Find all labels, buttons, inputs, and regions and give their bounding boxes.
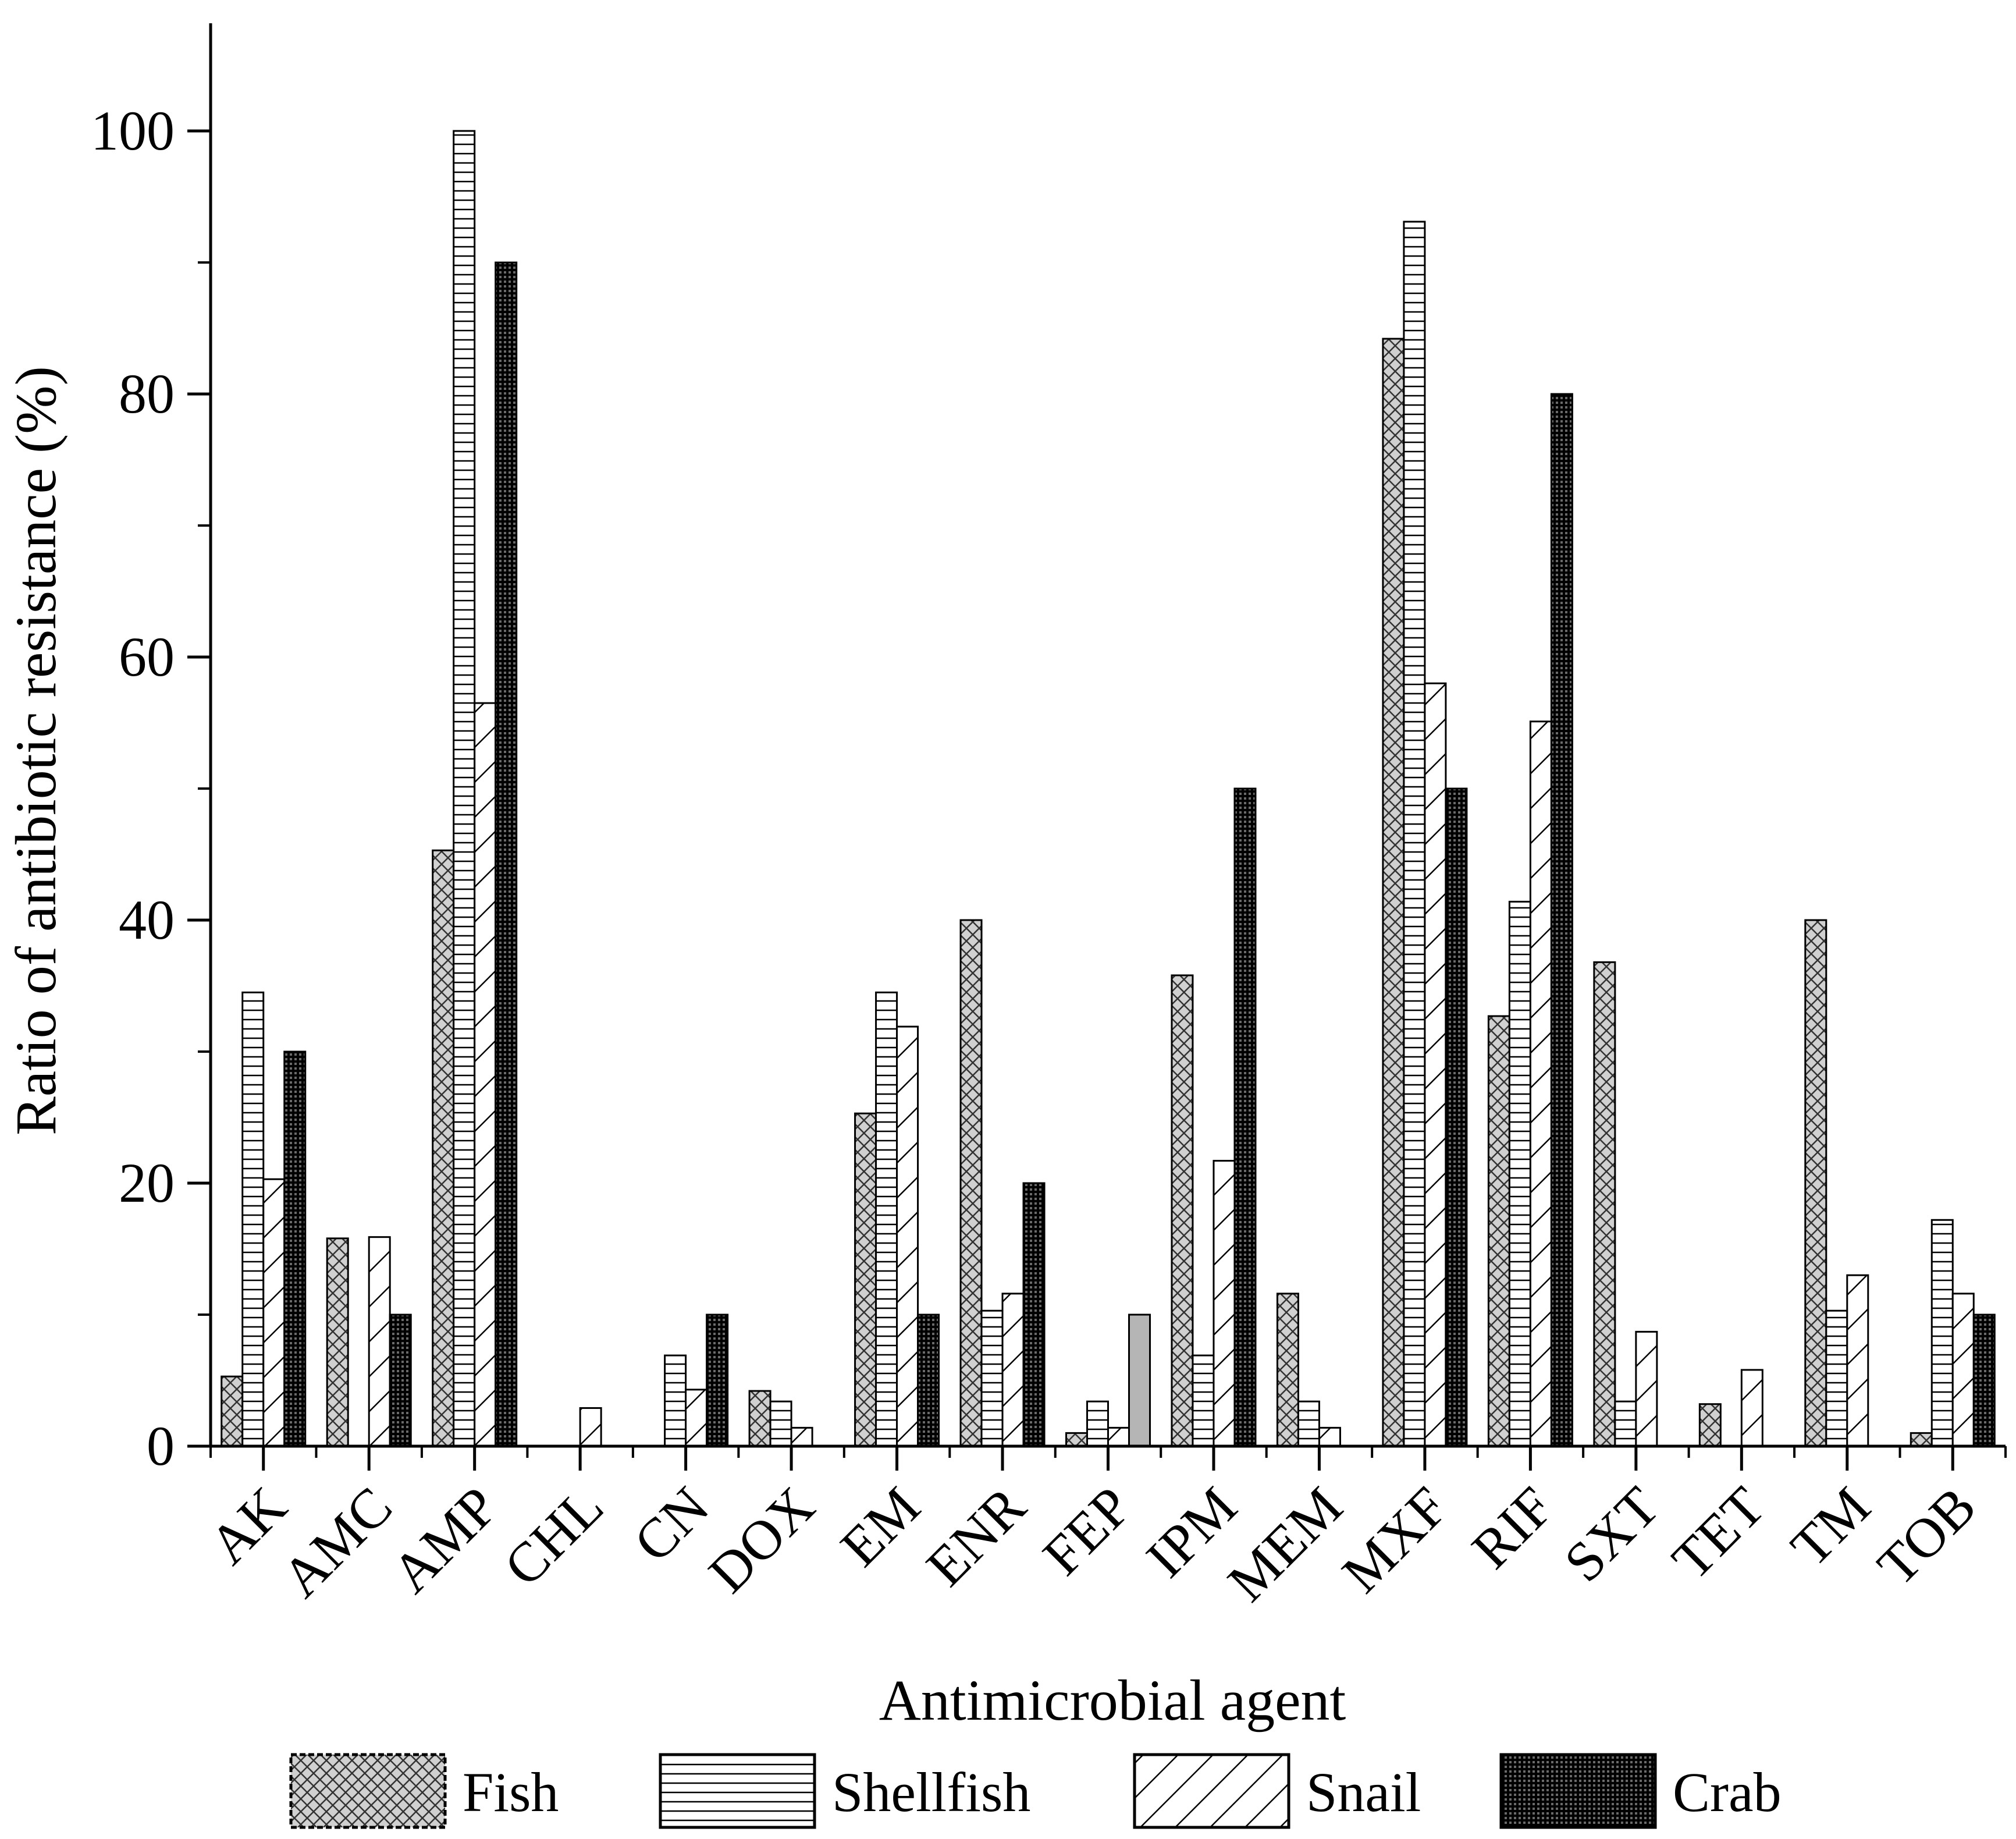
bar-cn-snail <box>685 1389 708 1447</box>
bar-mem-snail <box>1318 1426 1341 1447</box>
bar-tob-snail <box>1951 1293 1975 1447</box>
bar-tm-snail <box>1846 1274 1869 1447</box>
x-tick-label: ENR <box>914 1475 1037 1597</box>
bar-sxt-shellfish <box>1614 1400 1637 1447</box>
bar-ipm-snail <box>1213 1160 1236 1447</box>
bar-sxt-snail <box>1635 1330 1658 1447</box>
bar-em-fish <box>854 1112 877 1447</box>
bar-fep-crab <box>1128 1313 1151 1447</box>
bar-amp-snail <box>474 702 497 1447</box>
bar-rif-shellfish <box>1508 900 1531 1447</box>
x-tick-label: RIF <box>1460 1475 1565 1580</box>
bar-ak-crab <box>283 1050 307 1447</box>
x-tick-label: FEP <box>1031 1475 1143 1587</box>
bar-ak-snail <box>262 1178 286 1447</box>
y-axis-title: Ratio of antibiotic resistance (%) <box>3 366 68 1135</box>
bar-amc-fish <box>326 1237 349 1447</box>
bar-amc-snail <box>368 1236 391 1447</box>
bars-layer <box>221 130 1996 1447</box>
y-tick-label: 60 <box>119 626 175 688</box>
y-tick-label: 80 <box>119 363 175 425</box>
bar-ipm-fish <box>1171 974 1194 1447</box>
bar-dox-fish <box>748 1390 771 1447</box>
x-tick-label: EM <box>829 1475 931 1578</box>
bar-ipm-crab <box>1233 787 1257 1447</box>
bar-dox-snail <box>790 1426 813 1447</box>
bar-cn-shellfish <box>664 1354 687 1447</box>
bar-amp-fish <box>432 849 455 1447</box>
legend-label-shellfish: Shellfish <box>832 1761 1030 1823</box>
bar-ipm-shellfish <box>1192 1354 1215 1447</box>
x-tick-label: AMC <box>270 1475 404 1609</box>
bar-amp-shellfish <box>453 130 476 1447</box>
x-tick-label: TOB <box>1865 1475 1987 1597</box>
legend-swatch-snail <box>1133 1753 1290 1829</box>
bar-cn-crab <box>706 1313 729 1447</box>
bar-mxf-fish <box>1382 338 1405 1447</box>
legend-swatch-shellfish <box>659 1753 816 1829</box>
bar-fep-snail <box>1107 1426 1130 1447</box>
bar-enr-fish <box>959 919 983 1447</box>
legend-label-snail: Snail <box>1306 1761 1421 1823</box>
bar-em-crab <box>917 1313 940 1447</box>
bar-em-shellfish <box>875 991 898 1447</box>
bar-amp-crab <box>495 261 518 1447</box>
bar-ak-fish <box>221 1375 244 1447</box>
bar-enr-crab <box>1022 1182 1046 1447</box>
x-tick-label: MEM <box>1215 1475 1354 1613</box>
bar-mxf-shellfish <box>1403 221 1426 1447</box>
x-tick-label: CHL <box>492 1475 615 1597</box>
x-tick-label: TM <box>1779 1475 1882 1578</box>
bar-rif-snail <box>1529 720 1552 1447</box>
bar-chl-snail <box>579 1407 602 1447</box>
x-axis-title: Antimicrobial agent <box>879 1668 1346 1733</box>
x-tick-label: SXT <box>1552 1475 1671 1593</box>
y-tick-label: 20 <box>119 1152 175 1214</box>
bar-enr-snail <box>1001 1293 1025 1447</box>
bar-rif-fish <box>1487 1015 1510 1447</box>
x-tick-label: MXF <box>1330 1475 1460 1604</box>
y-tick-label: 40 <box>119 889 175 951</box>
y-tick-label: 0 <box>147 1415 175 1477</box>
bar-mxf-snail <box>1424 682 1447 1447</box>
y-tick-label: 100 <box>91 100 175 162</box>
bar-dox-shellfish <box>769 1400 792 1447</box>
bar-rif-crab <box>1550 393 1573 1447</box>
x-tick-label: AMP <box>380 1475 510 1604</box>
bar-tet-snail <box>1740 1369 1763 1447</box>
legend: Fish Shellfish Snail Crab <box>289 1753 1782 1829</box>
y-ticks-layer: 0 20 40 60 80 100 <box>91 100 211 1477</box>
bar-ak-shellfish <box>241 991 265 1447</box>
bar-sxt-fish <box>1593 961 1616 1447</box>
bar-tob-shellfish <box>1930 1219 1954 1447</box>
bar-fep-shellfish <box>1086 1400 1109 1447</box>
bar-enr-shellfish <box>980 1309 1004 1447</box>
bar-tet-fish <box>1698 1403 1722 1447</box>
legend-label-fish: Fish <box>463 1761 559 1823</box>
legend-swatch-crab <box>1499 1753 1657 1829</box>
x-tick-label: TET <box>1660 1475 1776 1591</box>
bar-tob-crab <box>1972 1313 1996 1447</box>
legend-label-crab: Crab <box>1673 1761 1782 1823</box>
bar-mem-shellfish <box>1297 1400 1320 1447</box>
bar-em-snail <box>896 1025 919 1447</box>
bar-fep-fish <box>1065 1432 1088 1447</box>
legend-swatch-fish <box>289 1753 447 1829</box>
x-tick-label: DOX <box>696 1475 826 1604</box>
bar-amc-crab <box>389 1313 412 1447</box>
bar-mem-fish <box>1276 1293 1299 1447</box>
bar-tm-shellfish <box>1825 1309 1848 1447</box>
bar-tob-fish <box>1910 1432 1933 1447</box>
bar-mxf-crab <box>1445 787 1468 1447</box>
bar-tm-fish <box>1804 919 1827 1447</box>
